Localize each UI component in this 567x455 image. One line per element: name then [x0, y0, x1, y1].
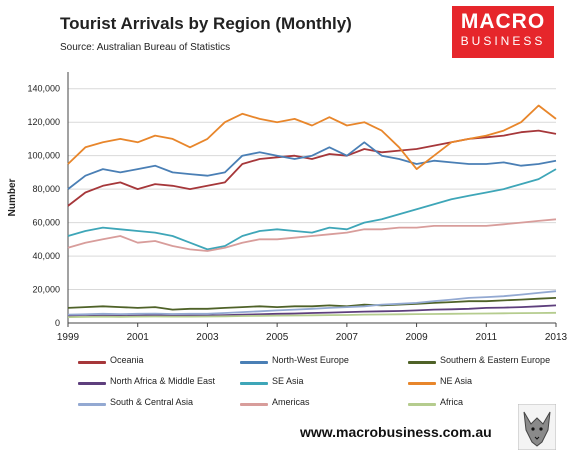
legend-label: South & Central Asia [110, 397, 194, 407]
legend-swatch [78, 403, 106, 406]
y-tick-label: 20,000 [32, 285, 60, 295]
legend-swatch [78, 382, 106, 385]
line-chart: 0 20,000 40,000 60,000 80,000 100,000 120,000 1… [7, 72, 567, 343]
y-tick-label: 0 [55, 318, 60, 328]
legend-label: Americas [272, 397, 310, 407]
chart-title: Tourist Arrivals by Region (Monthly) [60, 14, 352, 33]
y-tick-label: 40,000 [32, 251, 60, 261]
series-line-americas [67, 218, 557, 252]
legend-label: Southern & Eastern Europe [440, 355, 551, 365]
y-tick-label: 100,000 [27, 151, 60, 161]
x-tick-label: 2013 [545, 332, 567, 343]
legend-label: North Africa & Middle East [110, 376, 216, 386]
macrobusiness-logo: MACRO BUSINESS [452, 6, 554, 58]
y-tick-label: 60,000 [32, 218, 60, 228]
legend-swatch [78, 361, 106, 364]
legend-label: North-West Europe [272, 355, 349, 365]
x-tick-label: 2007 [336, 332, 359, 343]
y-tick-label: 80,000 [32, 184, 60, 194]
footer-url: www.macrobusiness.com.au [300, 424, 492, 440]
x-tick-label: 1999 [57, 332, 80, 343]
series-line-ne-asia [67, 104, 557, 171]
legend-swatch [408, 382, 436, 385]
legend-label: SE Asia [272, 376, 304, 386]
series-line-southern-eastern-europe [67, 297, 557, 311]
series-line-south-central-asia [67, 290, 557, 316]
legend-swatch [408, 361, 436, 364]
legend-label: Africa [440, 397, 464, 407]
legend-swatch [408, 403, 436, 406]
series-line-north-west-europe [67, 141, 557, 190]
y-axis-label: Number [7, 179, 18, 217]
legend-label: NE Asia [440, 376, 473, 386]
x-tick-label: 2001 [127, 332, 150, 343]
wolf-logo-icon [518, 404, 556, 450]
y-tick-label: 140,000 [27, 84, 60, 94]
series-line-north-africa-middle-east [67, 304, 557, 318]
x-tick-label: 2011 [476, 332, 498, 343]
logo-line-1: MACRO [460, 10, 546, 33]
series-line-se-asia [67, 168, 557, 251]
logo-line-2: BUSINESS [460, 34, 546, 48]
x-tick-label: 2005 [266, 332, 289, 343]
legend-label: Oceania [110, 355, 144, 365]
legend-swatch [240, 403, 268, 406]
x-tick-label: 2009 [405, 332, 428, 343]
chart-legend: Oceania North-West Europe Southern & Easte… [78, 355, 567, 415]
x-tick-label: 2003 [196, 332, 219, 343]
series-line-africa [67, 311, 557, 318]
chart-source: Source: Australian Bureau of Statistics [60, 42, 231, 53]
y-tick-label: 120,000 [27, 117, 60, 127]
legend-swatch [240, 382, 268, 385]
legend-swatch [240, 361, 268, 364]
